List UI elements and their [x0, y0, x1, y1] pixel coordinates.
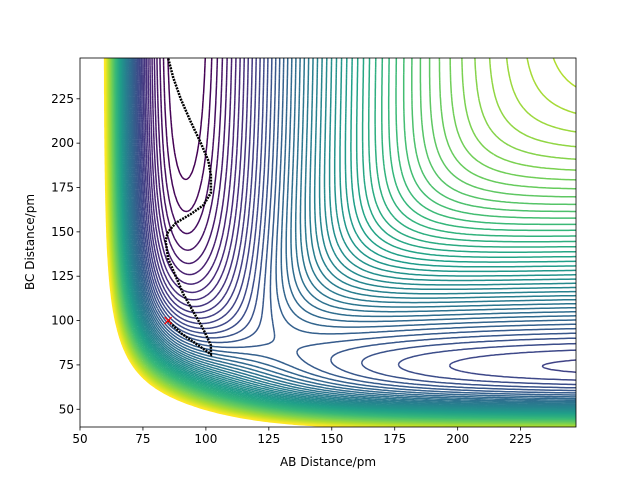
contour-line — [103, 58, 341, 427]
contour-line — [121, 58, 576, 412]
contour-line — [143, 58, 250, 308]
x-tick-label: 100 — [194, 432, 217, 446]
x-axis-label: AB Distance/pm — [280, 455, 376, 469]
y-tick-label: 150 — [51, 225, 74, 239]
contour-line — [133, 58, 576, 394]
x-tick-label: 200 — [446, 432, 469, 446]
y-axis-label: BC Distance/pm — [23, 194, 37, 290]
contour-line — [139, 58, 576, 373]
axes-frame — [79, 57, 577, 428]
x-tick-label: 175 — [383, 432, 406, 446]
contour-line — [131, 58, 576, 398]
contour-line — [123, 58, 576, 409]
contour-line — [145, 58, 245, 301]
x-tick-label: 150 — [320, 432, 343, 446]
contour-line — [124, 58, 576, 408]
contour-line — [132, 58, 576, 396]
contour-line — [162, 58, 213, 213]
contour-line — [136, 58, 576, 386]
contour-line — [140, 58, 257, 320]
contour-line — [127, 58, 576, 404]
contour-line — [129, 58, 576, 400]
plot-area — [103, 58, 576, 427]
x-tick-label: 225 — [509, 432, 532, 446]
contour-line — [167, 58, 207, 181]
y-tick-label: 225 — [51, 92, 74, 106]
contour-line — [147, 58, 241, 294]
start-marker — [164, 316, 173, 325]
contour-line — [142, 58, 254, 314]
contour-line — [156, 58, 224, 251]
contour-line — [121, 58, 576, 411]
x-tick-label: 50 — [72, 432, 87, 446]
contour-line — [137, 58, 576, 381]
y-tick-label: 125 — [51, 269, 74, 283]
y-tick-label: 75 — [59, 358, 74, 372]
contour-line — [135, 58, 576, 389]
trajectory — [164, 58, 213, 357]
contour-line — [126, 58, 576, 406]
y-tick-label: 50 — [59, 402, 74, 416]
contour-line — [153, 58, 228, 265]
x-tick-label: 125 — [257, 432, 280, 446]
contour-line — [122, 58, 576, 410]
contour-line — [151, 58, 233, 276]
contour-line — [149, 58, 237, 285]
x-tick-label: 75 — [135, 432, 150, 446]
y-tick-label: 200 — [51, 136, 74, 150]
y-tick-label: 100 — [51, 314, 74, 328]
contour-line — [128, 58, 576, 402]
contour-line — [125, 58, 576, 407]
contour-line — [134, 58, 576, 392]
contour-line — [128, 58, 576, 403]
y-tick-label: 175 — [51, 181, 74, 195]
